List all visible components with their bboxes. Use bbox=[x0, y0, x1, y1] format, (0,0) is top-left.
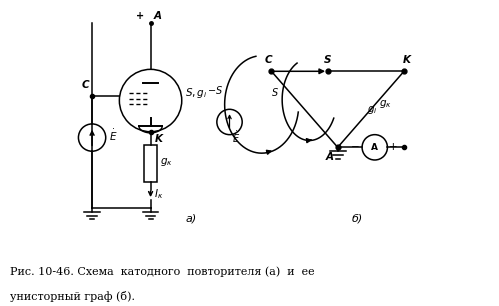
Text: +: + bbox=[389, 142, 398, 152]
Text: A: A bbox=[154, 11, 162, 21]
Text: унисторный граф (б).: унисторный граф (б). bbox=[10, 291, 135, 302]
Text: S: S bbox=[324, 55, 332, 65]
Bar bbox=[144, 145, 157, 182]
Text: −: − bbox=[350, 142, 359, 152]
Text: $S$: $S$ bbox=[271, 86, 279, 98]
Text: K: K bbox=[155, 134, 163, 144]
Text: K: K bbox=[403, 55, 411, 65]
Text: $S, g_i$: $S, g_i$ bbox=[185, 86, 207, 100]
Text: б): б) bbox=[352, 213, 363, 223]
Text: $g_\kappa$: $g_\kappa$ bbox=[160, 156, 173, 168]
Text: A: A bbox=[371, 143, 378, 152]
Text: $-S$: $-S$ bbox=[207, 84, 223, 96]
Text: A: A bbox=[326, 152, 334, 162]
Text: +: + bbox=[136, 11, 144, 21]
Text: C: C bbox=[264, 55, 272, 65]
Text: а): а) bbox=[186, 213, 197, 223]
Text: $g_\kappa$: $g_\kappa$ bbox=[379, 99, 392, 110]
Text: $g_i$: $g_i$ bbox=[367, 104, 378, 116]
Text: $\dot{E}$: $\dot{E}$ bbox=[233, 130, 241, 145]
Text: C: C bbox=[81, 80, 89, 90]
Text: $I_\kappa$: $I_\kappa$ bbox=[155, 187, 164, 201]
Text: $\dot{E}$: $\dot{E}$ bbox=[109, 128, 117, 143]
Text: Рис. 10-46. Схема  катодного  повторителя (а)  и  ее: Рис. 10-46. Схема катодного повторителя … bbox=[10, 266, 314, 277]
